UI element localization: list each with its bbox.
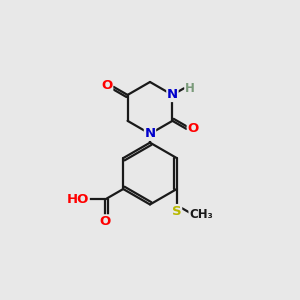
Text: N: N xyxy=(167,88,178,101)
Text: HO: HO xyxy=(67,193,89,206)
Text: O: O xyxy=(101,79,113,92)
Text: CH₃: CH₃ xyxy=(189,208,213,220)
Text: S: S xyxy=(172,205,182,218)
Text: O: O xyxy=(100,215,111,228)
Text: N: N xyxy=(144,127,156,140)
Text: H: H xyxy=(185,82,195,95)
Text: O: O xyxy=(187,122,199,135)
